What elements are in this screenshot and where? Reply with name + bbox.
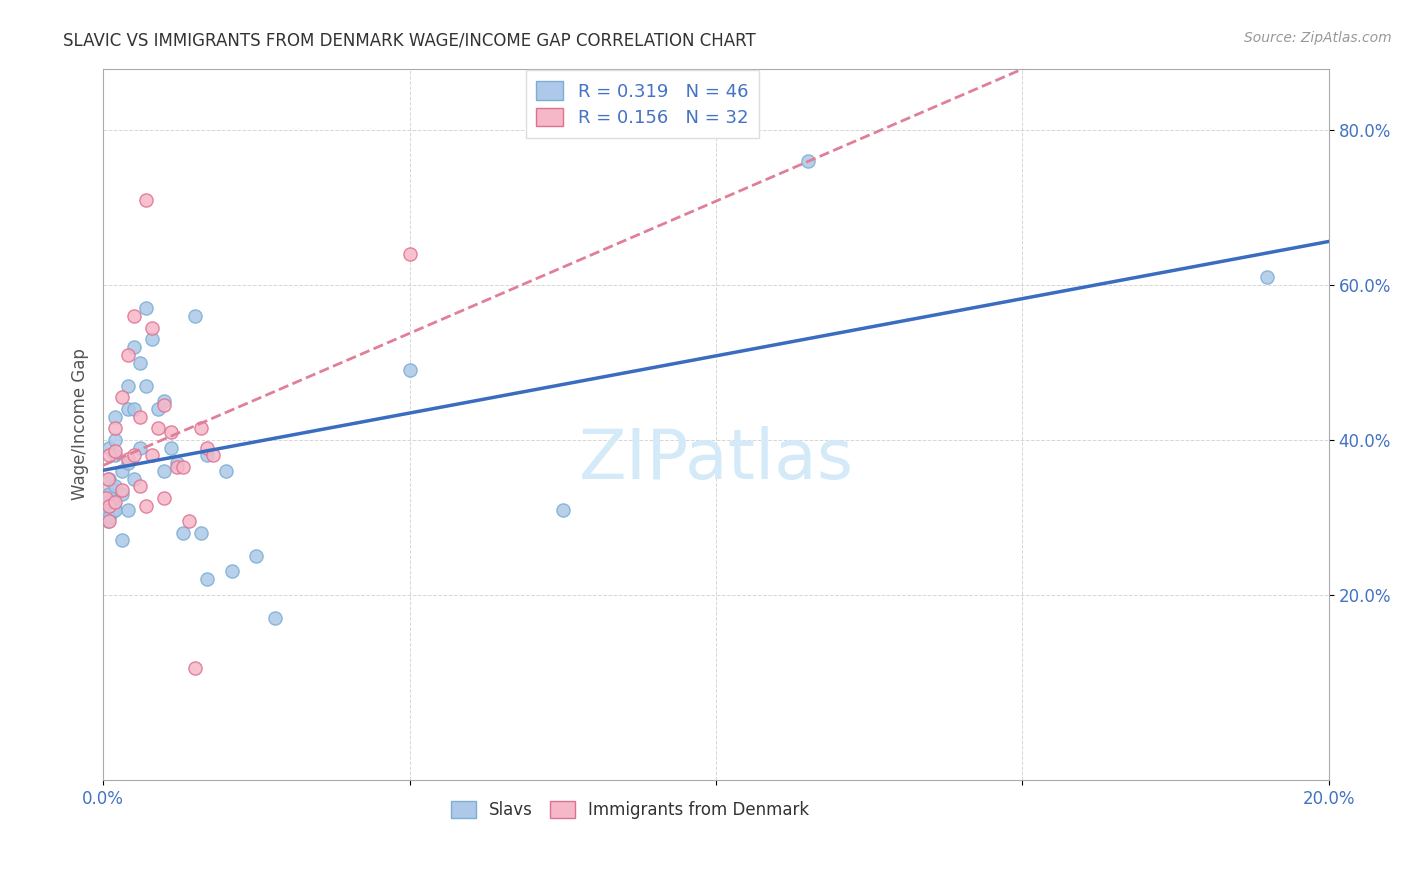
Point — [148, 421, 170, 435]
Point — [195, 441, 218, 455]
Point — [97, 514, 120, 528]
Point — [117, 401, 139, 416]
Point — [110, 390, 132, 404]
Point — [166, 460, 188, 475]
Point — [110, 487, 132, 501]
Point — [148, 401, 170, 416]
Point — [135, 378, 157, 392]
Point — [98, 487, 121, 501]
Point — [104, 495, 127, 509]
Point — [122, 472, 145, 486]
Point — [129, 479, 152, 493]
Point — [135, 193, 157, 207]
Point — [122, 401, 145, 416]
Point — [398, 363, 420, 377]
Point — [195, 448, 218, 462]
Point — [153, 398, 176, 412]
Point — [98, 514, 121, 528]
Point — [159, 441, 181, 455]
Point — [96, 507, 118, 521]
Point — [98, 441, 121, 455]
Point — [141, 332, 163, 346]
Text: SLAVIC VS IMMIGRANTS FROM DENMARK WAGE/INCOME GAP CORRELATION CHART: SLAVIC VS IMMIGRANTS FROM DENMARK WAGE/I… — [63, 31, 756, 49]
Point — [110, 483, 132, 498]
Point — [172, 525, 194, 540]
Point — [221, 565, 243, 579]
Point — [122, 340, 145, 354]
Text: Source: ZipAtlas.com: Source: ZipAtlas.com — [1244, 31, 1392, 45]
Point — [91, 487, 114, 501]
Point — [98, 499, 121, 513]
Point — [110, 464, 132, 478]
Point — [98, 472, 121, 486]
Point — [104, 448, 127, 462]
Point — [96, 499, 118, 513]
Point — [184, 661, 207, 675]
Point — [96, 491, 118, 505]
Point — [104, 479, 127, 493]
Point — [104, 409, 127, 424]
Point — [117, 452, 139, 467]
Point — [797, 154, 820, 169]
Point — [104, 444, 127, 458]
Point — [202, 448, 225, 462]
Point — [135, 301, 157, 316]
Point — [97, 472, 120, 486]
Point — [166, 456, 188, 470]
Point — [98, 448, 121, 462]
Point — [551, 502, 574, 516]
Point — [141, 320, 163, 334]
Point — [104, 433, 127, 447]
Text: ZIPatlas: ZIPatlas — [578, 426, 853, 493]
Point — [104, 421, 127, 435]
Point — [245, 549, 267, 563]
Point — [190, 525, 212, 540]
Point — [117, 348, 139, 362]
Point — [129, 441, 152, 455]
Legend: Slavs, Immigrants from Denmark: Slavs, Immigrants from Denmark — [444, 794, 815, 825]
Point — [215, 464, 238, 478]
Point — [184, 309, 207, 323]
Point — [98, 510, 121, 524]
Point — [91, 499, 114, 513]
Point — [159, 425, 181, 439]
Y-axis label: Wage/Income Gap: Wage/Income Gap — [72, 349, 89, 500]
Point — [153, 491, 176, 505]
Point — [190, 421, 212, 435]
Point — [122, 309, 145, 323]
Point — [195, 572, 218, 586]
Point — [104, 502, 127, 516]
Point — [172, 460, 194, 475]
Point — [177, 514, 200, 528]
Point — [135, 499, 157, 513]
Point — [117, 502, 139, 516]
Point — [129, 409, 152, 424]
Point — [122, 448, 145, 462]
Point — [398, 247, 420, 261]
Point — [98, 495, 121, 509]
Point — [141, 448, 163, 462]
Point — [117, 456, 139, 470]
Point — [110, 533, 132, 548]
Point — [129, 355, 152, 369]
Point — [117, 378, 139, 392]
Point — [1256, 270, 1278, 285]
Point — [153, 464, 176, 478]
Point — [153, 394, 176, 409]
Point — [263, 611, 285, 625]
